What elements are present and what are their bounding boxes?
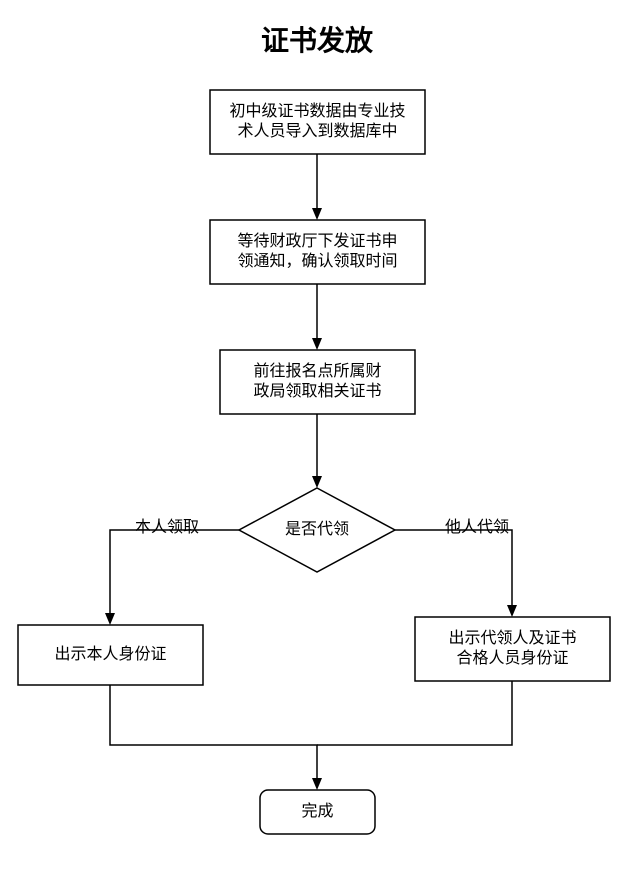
node-n1-text: 术人员导入到数据库中 <box>237 122 397 140</box>
arrowhead <box>312 476 322 488</box>
node-n6-text: 出示代领人及证书 <box>448 629 576 647</box>
edge-6 <box>317 681 512 745</box>
node-n4-text: 是否代领 <box>285 520 349 538</box>
node-n2-text: 等待财政厅下发证书申 <box>237 232 397 250</box>
arrowhead <box>507 605 517 617</box>
node-n2-text: 领通知，确认领取时间 <box>237 252 397 270</box>
node-n1-text: 初中级证书数据由专业技 <box>229 102 405 120</box>
node-n3 <box>220 350 415 414</box>
arrowhead <box>312 778 322 790</box>
arrowhead <box>312 208 322 220</box>
node-n6-text: 合格人员身份证 <box>456 649 568 667</box>
node-n6 <box>415 617 610 681</box>
flowchart-canvas: 证书发放初中级证书数据由专业技术人员导入到数据库中等待财政厅下发证书申领通知，确… <box>0 0 635 892</box>
arrowhead <box>105 613 115 625</box>
node-n5-text: 出示本人身份证 <box>54 645 166 663</box>
edge-5 <box>110 685 317 778</box>
node-n2 <box>210 220 425 284</box>
edge-3 <box>110 530 239 613</box>
edge-3-label: 本人领取 <box>135 518 199 536</box>
edge-4-label: 他人代领 <box>445 518 509 536</box>
node-n7-text: 完成 <box>301 802 333 820</box>
edge-4 <box>395 530 512 605</box>
arrowhead <box>312 338 322 350</box>
node-n3-text: 政局领取相关证书 <box>253 382 381 400</box>
node-n1 <box>210 90 425 154</box>
node-n3-text: 前往报名点所属财 <box>253 362 381 380</box>
title: 证书发放 <box>261 24 374 56</box>
